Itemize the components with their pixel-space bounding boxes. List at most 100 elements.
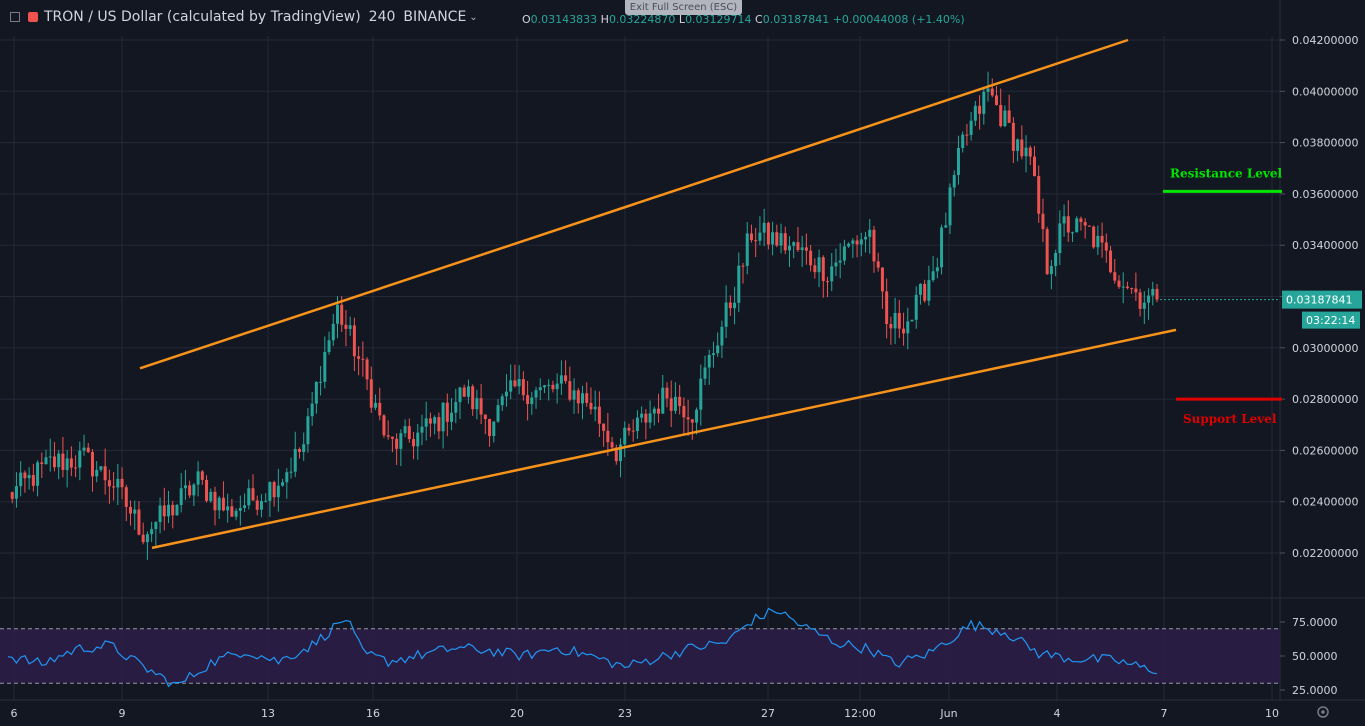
rsi-line bbox=[7, 607, 1158, 688]
candle-body bbox=[1007, 110, 1011, 123]
candle-body bbox=[1049, 266, 1053, 275]
candle-body bbox=[982, 91, 986, 114]
candle-body bbox=[973, 105, 977, 121]
candle-body bbox=[314, 381, 318, 404]
candle-body bbox=[365, 359, 369, 380]
candle-body bbox=[986, 88, 990, 92]
candles bbox=[10, 71, 1159, 560]
candle-body bbox=[564, 375, 568, 382]
candle-body bbox=[526, 395, 530, 405]
candle-body bbox=[513, 380, 517, 387]
candle-body bbox=[830, 266, 834, 282]
candle-body bbox=[728, 302, 732, 309]
candle-body bbox=[902, 328, 906, 334]
exit-fullscreen-button[interactable]: Exit Full Screen (ESC) bbox=[625, 0, 742, 15]
candle-body bbox=[10, 492, 14, 499]
candle-body bbox=[733, 302, 737, 309]
price-tick-label: 0.03400000 bbox=[1292, 239, 1358, 252]
time-tick-label: 4 bbox=[1054, 707, 1061, 720]
candle-body bbox=[648, 413, 652, 423]
candle-body bbox=[357, 356, 361, 359]
candle-body bbox=[969, 120, 973, 135]
candle-body bbox=[885, 291, 889, 325]
candle-body bbox=[306, 416, 310, 445]
collapse-icon[interactable] bbox=[10, 12, 20, 22]
candle-body bbox=[1020, 139, 1024, 157]
candle-body bbox=[57, 453, 61, 468]
channel-lower-line bbox=[151, 328, 1177, 550]
candle-body bbox=[542, 385, 546, 388]
candle-body bbox=[1100, 235, 1104, 243]
candle-body bbox=[652, 408, 656, 414]
candle-body bbox=[69, 458, 73, 468]
candle-body bbox=[538, 387, 542, 391]
candle-body bbox=[272, 482, 276, 498]
candle-body bbox=[720, 326, 724, 346]
candle-body bbox=[1079, 218, 1083, 223]
candle-body bbox=[978, 105, 982, 114]
candle-body bbox=[99, 466, 103, 470]
candle-body bbox=[44, 457, 48, 465]
candle-body bbox=[171, 504, 175, 516]
candle-body bbox=[264, 500, 268, 502]
candle-body bbox=[74, 467, 78, 469]
candle-body bbox=[386, 435, 390, 437]
candle-body bbox=[319, 381, 323, 383]
price-tick-label: 0.02800000 bbox=[1292, 393, 1358, 406]
candle-body bbox=[665, 387, 669, 399]
ohlc-readout: O0.03143833 H0.03224870 L0.03129714 C0.0… bbox=[522, 13, 965, 26]
candle-body bbox=[690, 419, 694, 423]
candle-body bbox=[910, 319, 914, 322]
candle-body bbox=[581, 393, 584, 404]
time-tick-label: 7 bbox=[1161, 707, 1168, 720]
candle-body bbox=[285, 472, 289, 483]
candle-body bbox=[847, 243, 851, 247]
candle-body bbox=[1155, 288, 1159, 300]
candle-body bbox=[1058, 223, 1062, 253]
candle-body bbox=[297, 449, 301, 453]
candle-body bbox=[327, 340, 331, 353]
candle-body bbox=[251, 488, 255, 501]
candle-body bbox=[192, 484, 196, 496]
chevron-down-icon[interactable]: ⌄ bbox=[469, 11, 478, 23]
exchange-label[interactable]: BINANCE bbox=[403, 9, 467, 25]
candle-body bbox=[1071, 232, 1075, 234]
candle-body bbox=[445, 402, 449, 422]
candle-body bbox=[707, 354, 711, 368]
candle-body bbox=[437, 417, 441, 432]
time-tick-label: 12:00 bbox=[844, 707, 876, 720]
candle-body bbox=[1113, 272, 1117, 281]
candle-body bbox=[276, 485, 280, 498]
rsi-tick-label: 25.0000 bbox=[1292, 684, 1338, 697]
candle-body bbox=[403, 426, 407, 434]
candle-body bbox=[428, 418, 432, 424]
candle-body bbox=[36, 462, 40, 486]
candle-body bbox=[95, 469, 99, 477]
price-tick-label: 0.04000000 bbox=[1292, 85, 1358, 98]
candle-body bbox=[923, 283, 927, 301]
candle-body bbox=[471, 386, 475, 410]
candle-body bbox=[868, 229, 872, 237]
time-tick-label: Jun bbox=[939, 707, 957, 720]
candle-body bbox=[614, 447, 618, 462]
candle-body bbox=[1041, 213, 1045, 230]
candle-body bbox=[40, 462, 44, 465]
symbol-title[interactable]: TRON / US Dollar (calculated by TradingV… bbox=[44, 9, 361, 25]
candle-body bbox=[918, 283, 922, 295]
candle-body bbox=[441, 402, 445, 432]
candle-body bbox=[19, 472, 23, 487]
countdown-badge bbox=[1302, 311, 1360, 329]
time-tick-label: 20 bbox=[510, 707, 524, 720]
candle-body bbox=[31, 475, 35, 486]
interval-label[interactable]: 240 bbox=[368, 9, 396, 25]
candle-body bbox=[741, 265, 745, 267]
candle-body bbox=[572, 390, 576, 400]
chart-header: TRON / US Dollar (calculated by TradingV… bbox=[0, 0, 1280, 36]
candle-body bbox=[52, 456, 56, 468]
candle-body bbox=[914, 294, 918, 320]
candle-body bbox=[141, 534, 145, 543]
support-label: Support Level bbox=[1183, 412, 1277, 426]
candle-body bbox=[1028, 147, 1032, 157]
candle-body bbox=[534, 390, 538, 398]
